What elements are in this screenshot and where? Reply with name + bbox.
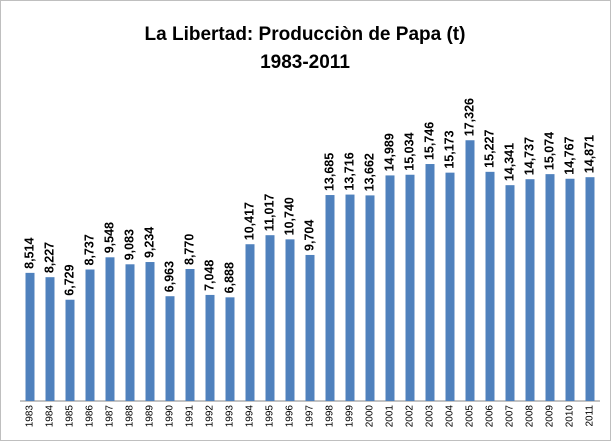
x-tick-label: 1999 [345,405,356,428]
chart-title: La Libertad: Producciòn de Papa (t) [145,24,466,45]
x-tick-label: 1985 [65,405,76,428]
bar [325,195,335,401]
value-label: 6,729 [62,264,76,295]
bar [305,254,315,401]
bar [45,277,55,401]
x-tick-label: 1991 [185,405,196,428]
value-label: 9,234 [142,227,156,258]
value-label: 15,746 [422,122,436,160]
value-label: 9,548 [102,222,116,253]
x-tick-label: 1994 [245,405,256,428]
x-tick-label: 1989 [145,405,156,428]
bar [125,264,135,401]
x-tick-label: 2010 [565,405,576,428]
value-label: 9,704 [302,220,316,251]
value-label: 8,514 [22,238,36,269]
bar [25,272,35,401]
value-label: 15,074 [542,132,556,170]
value-label: 14,737 [522,137,536,175]
bar [365,195,375,401]
x-tick-label: 1988 [125,405,136,428]
value-label: 8,770 [182,234,196,265]
x-tick-label: 2011 [585,405,596,427]
x-tick-label: 1983 [25,405,36,428]
value-label: 11,017 [262,194,276,232]
bar [85,269,95,401]
bar [485,171,495,401]
value-label: 17,326 [462,98,476,136]
chart-subtitle: 1983-2011 [260,52,350,73]
x-tick-label: 2002 [405,405,416,428]
bar [565,178,575,401]
bar [245,244,255,401]
bar [145,262,155,401]
bar [385,175,395,401]
bar [405,174,415,401]
bar [545,174,555,401]
x-tick-label: 1995 [265,405,276,428]
x-tick-label: 2005 [465,405,476,428]
x-tick-label: 1987 [105,405,116,428]
x-tick-label: 2000 [365,405,376,428]
x-tick-label: 1993 [225,405,236,428]
value-label: 9,083 [122,229,136,260]
bar [585,177,595,401]
value-label: 13,716 [342,152,356,190]
value-label: 13,685 [322,153,336,191]
x-tick-label: 1997 [305,405,316,428]
value-label: 14,341 [502,143,516,181]
x-tick-label: 2008 [525,405,536,428]
value-label: 8,227 [42,242,56,273]
value-label: 13,662 [362,153,376,191]
x-tick-label: 2007 [505,405,516,428]
x-tick-label: 1984 [45,405,56,428]
value-label: 6,888 [222,262,236,293]
x-tick-label: 1986 [85,405,96,428]
value-label: 15,227 [482,130,496,168]
bar [65,299,75,401]
x-tick-label: 1998 [325,405,336,428]
x-tick-label: 1996 [285,405,296,428]
bar [285,239,295,401]
value-label: 7,048 [202,260,216,291]
bar [265,235,275,401]
x-tick-label: 1990 [165,405,176,428]
value-label: 15,173 [442,130,456,168]
x-tick-label: 2001 [385,405,396,428]
bar [165,296,175,401]
bar [465,140,475,401]
bar [205,294,215,401]
x-tick-label: 2006 [485,405,496,428]
bar [225,297,235,401]
bar [185,269,195,401]
x-tick-label: 2004 [445,405,456,428]
value-label: 14,767 [562,136,576,174]
bar [425,164,435,401]
value-label: 10,417 [242,202,256,240]
bar [525,179,535,401]
value-label: 14,871 [582,135,596,173]
bar [345,194,355,401]
value-label: 6,963 [162,261,176,292]
value-label: 15,034 [402,132,416,170]
x-tick-label: 1992 [205,405,216,428]
value-label: 10,740 [282,197,296,235]
x-tick-label: 2009 [545,405,556,428]
value-label: 14,989 [382,133,396,171]
value-label: 8,737 [82,234,96,265]
bar [445,172,455,401]
x-tick-label: 2003 [425,405,436,428]
bar [505,185,515,401]
bar [105,257,115,401]
